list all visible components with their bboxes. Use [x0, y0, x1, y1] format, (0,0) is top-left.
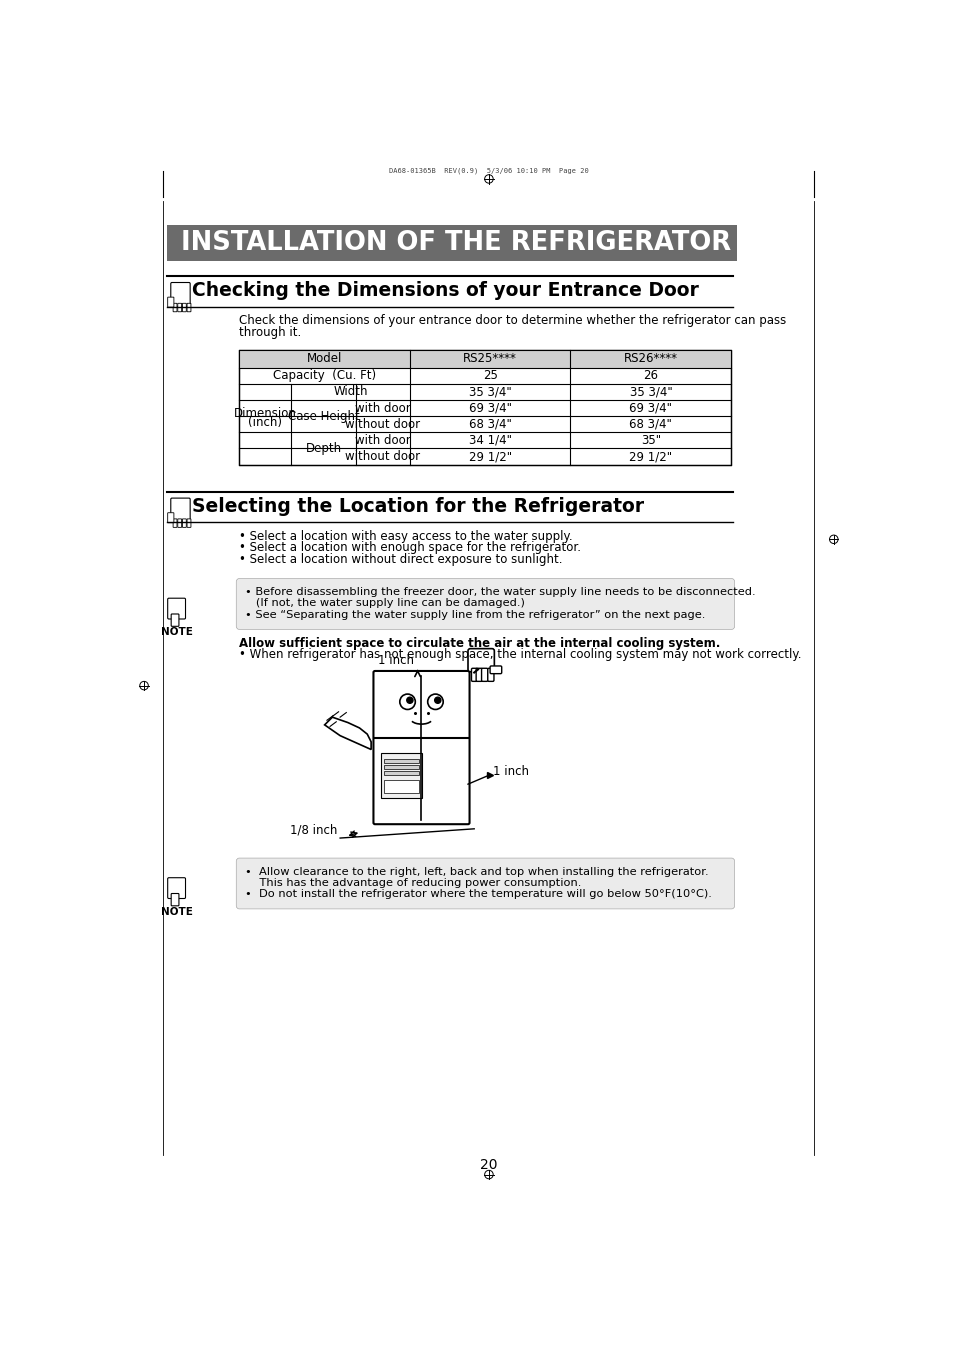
Bar [383, 771, 418, 775]
FancyBboxPatch shape [168, 598, 185, 620]
Bar [383, 779, 418, 794]
Text: 1 inch: 1 inch [377, 655, 414, 667]
Text: 34 1/4": 34 1/4" [468, 433, 511, 447]
Text: 35": 35" [640, 433, 660, 447]
Text: without door: without door [345, 450, 420, 463]
Text: Case Height: Case Height [287, 409, 359, 423]
Text: Allow sufficient space to circulate the air at the internal cooling system.: Allow sufficient space to circulate the … [239, 637, 720, 649]
Text: 1 inch: 1 inch [493, 765, 528, 779]
Text: Selecting the Location for the Refrigerator: Selecting the Location for the Refrigera… [192, 497, 643, 516]
Text: Check the dimensions of your entrance door to determine whether the refrigerator: Check the dimensions of your entrance do… [239, 315, 786, 327]
FancyBboxPatch shape [168, 513, 173, 522]
Text: (inch): (inch) [248, 416, 282, 429]
Bar [239, 350, 731, 464]
FancyBboxPatch shape [168, 297, 173, 308]
Text: • See “Separating the water supply line from the refrigerator” on the next page.: • See “Separating the water supply line … [245, 610, 704, 620]
Text: INSTALLATION OF THE REFRIGERATOR: INSTALLATION OF THE REFRIGERATOR [181, 230, 731, 256]
Text: • Select a location with enough space for the refrigerator.: • Select a location with enough space fo… [239, 541, 580, 555]
FancyBboxPatch shape [481, 668, 487, 682]
Text: • Before disassembling the freezer door, the water supply line needs to be disco: • Before disassembling the freezer door,… [245, 587, 755, 598]
Text: DA68-01365B  REV(0.9)  5/3/06 10:10 PM  Page 20: DA68-01365B REV(0.9) 5/3/06 10:10 PM Pag… [389, 167, 588, 174]
Text: 68 3/4": 68 3/4" [468, 417, 511, 431]
FancyBboxPatch shape [171, 498, 190, 522]
Text: Capacity  (Cu. Ft): Capacity (Cu. Ft) [273, 369, 375, 382]
FancyBboxPatch shape [177, 304, 181, 312]
Bar [239, 350, 731, 367]
Text: 35 3/4": 35 3/4" [629, 385, 672, 398]
FancyBboxPatch shape [171, 614, 179, 626]
Bar [383, 759, 418, 763]
Polygon shape [324, 717, 371, 749]
FancyBboxPatch shape [471, 668, 477, 682]
FancyBboxPatch shape [236, 859, 734, 909]
FancyBboxPatch shape [187, 304, 191, 312]
FancyBboxPatch shape [171, 894, 179, 906]
Text: 69 3/4": 69 3/4" [629, 401, 672, 414]
Text: Dimension: Dimension [233, 406, 296, 420]
FancyBboxPatch shape [468, 648, 494, 672]
Text: NOTE: NOTE [160, 628, 193, 637]
Bar [383, 765, 418, 768]
FancyBboxPatch shape [172, 518, 177, 528]
Text: This has the advantage of reducing power consumption.: This has the advantage of reducing power… [245, 878, 580, 888]
Text: without door: without door [345, 417, 420, 431]
Text: 29 1/2": 29 1/2" [468, 450, 511, 463]
Text: Checking the Dimensions of your Entrance Door: Checking the Dimensions of your Entrance… [192, 281, 699, 300]
Circle shape [406, 697, 413, 703]
Text: • When refrigerator has not enough space, the internal cooling system may not wo: • When refrigerator has not enough space… [239, 648, 801, 662]
FancyBboxPatch shape [490, 666, 501, 674]
Bar [167, 225, 736, 261]
Text: with door: with door [355, 433, 410, 447]
FancyBboxPatch shape [187, 518, 191, 528]
Circle shape [435, 697, 440, 703]
Circle shape [427, 694, 443, 710]
FancyBboxPatch shape [236, 579, 734, 629]
FancyBboxPatch shape [373, 671, 469, 825]
Text: NOTE: NOTE [160, 907, 193, 917]
FancyBboxPatch shape [171, 282, 190, 306]
FancyBboxPatch shape [487, 668, 494, 682]
Text: 1/8 inch: 1/8 inch [290, 824, 337, 837]
Text: RS25****: RS25**** [462, 352, 517, 366]
Text: Model: Model [307, 352, 342, 366]
Text: with door: with door [355, 401, 410, 414]
Text: Width: Width [333, 385, 368, 398]
FancyBboxPatch shape [182, 518, 186, 528]
Circle shape [399, 694, 415, 710]
Text: 25: 25 [482, 369, 497, 382]
Text: 20: 20 [479, 1157, 497, 1172]
Text: RS26****: RS26**** [623, 352, 678, 366]
Text: (If not, the water supply line can be damaged.): (If not, the water supply line can be da… [245, 598, 524, 609]
Text: •  Allow clearance to the right, left, back and top when installing the refriger: • Allow clearance to the right, left, ba… [245, 867, 708, 878]
Text: 68 3/4": 68 3/4" [629, 417, 672, 431]
Text: • Select a location with easy access to the water supply.: • Select a location with easy access to … [239, 529, 573, 543]
Text: •  Do not install the refrigerator where the temperature will go below 50°F(10°C: • Do not install the refrigerator where … [245, 890, 711, 899]
Bar [381, 753, 421, 798]
FancyBboxPatch shape [172, 304, 177, 312]
Text: Depth: Depth [305, 441, 341, 455]
FancyBboxPatch shape [168, 878, 185, 899]
FancyBboxPatch shape [182, 304, 186, 312]
Text: through it.: through it. [239, 325, 301, 339]
Text: 26: 26 [642, 369, 658, 382]
FancyBboxPatch shape [476, 668, 482, 682]
Text: • Select a location without direct exposure to sunlight.: • Select a location without direct expos… [239, 552, 562, 566]
FancyBboxPatch shape [177, 518, 181, 528]
Text: 69 3/4": 69 3/4" [468, 401, 511, 414]
Text: 29 1/2": 29 1/2" [629, 450, 672, 463]
Text: 35 3/4": 35 3/4" [468, 385, 511, 398]
